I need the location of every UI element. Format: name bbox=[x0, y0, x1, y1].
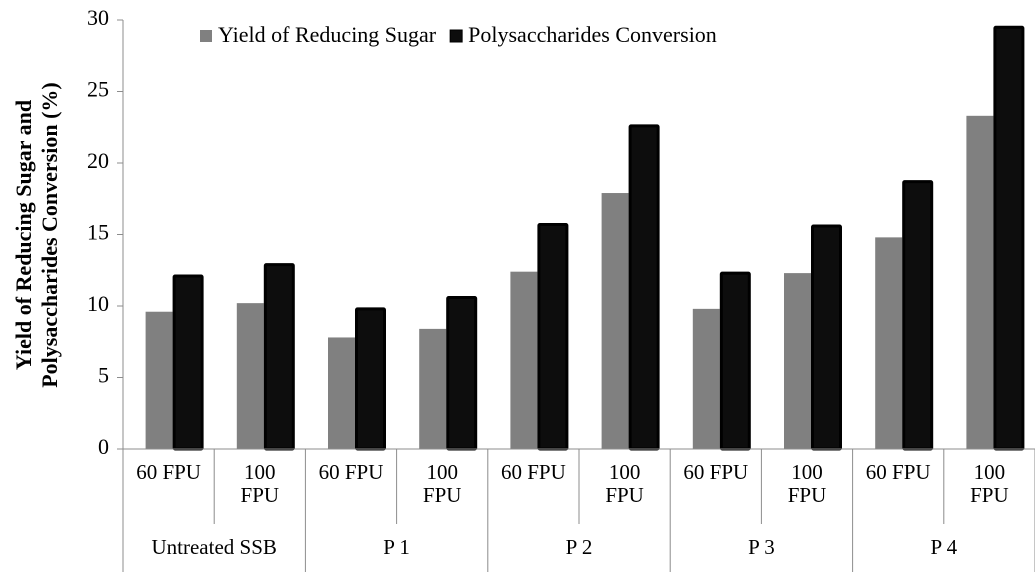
bar bbox=[263, 263, 295, 451]
x-tick-label: 60 FPU bbox=[318, 460, 384, 484]
x-tick-label: 100 FPU bbox=[605, 460, 644, 507]
y-tick-label: 0 bbox=[98, 434, 109, 459]
legend-label: Polysaccharides Conversion bbox=[468, 22, 717, 47]
bar bbox=[328, 337, 355, 449]
y-tick-label: 25 bbox=[87, 77, 109, 102]
bar bbox=[355, 307, 386, 451]
bar bbox=[172, 274, 204, 451]
bar bbox=[875, 237, 903, 449]
bar bbox=[419, 328, 447, 449]
x-tick-label: 100 FPU bbox=[422, 460, 462, 507]
x-tick-label: 60 FPU bbox=[683, 460, 749, 484]
x-tick-label: 60 FPU bbox=[501, 460, 566, 484]
y-tick-label: 20 bbox=[87, 148, 109, 173]
x-tick-label: 60 FPU bbox=[136, 460, 201, 484]
bar bbox=[993, 25, 1025, 451]
legend-swatch bbox=[200, 30, 212, 42]
group-label: P 3 bbox=[748, 535, 775, 559]
bar bbox=[784, 273, 811, 449]
y-axis-title-line: Polysaccharides Conversion (%) bbox=[37, 82, 62, 388]
group-label: P 2 bbox=[565, 535, 593, 559]
bar bbox=[628, 124, 660, 451]
x-tick-label: 100 FPU bbox=[970, 460, 1009, 507]
group-label: Untreated SSB bbox=[151, 535, 277, 559]
legend-swatch bbox=[449, 29, 463, 43]
bar bbox=[811, 224, 842, 451]
bar bbox=[719, 271, 751, 451]
group-label: P 1 bbox=[383, 535, 410, 559]
x-tick-label: 60 FPU bbox=[865, 460, 931, 484]
x-tick-label: 100 FPU bbox=[787, 460, 827, 507]
y-tick-label: 15 bbox=[87, 220, 109, 245]
bar bbox=[446, 295, 478, 451]
bar bbox=[236, 303, 264, 449]
y-tick-label: 30 bbox=[87, 5, 109, 30]
bar bbox=[145, 311, 173, 449]
y-axis-title: Yield of Reducing Sugar and Polysacchari… bbox=[11, 82, 62, 388]
bar bbox=[510, 271, 538, 449]
bar bbox=[692, 308, 720, 449]
bar bbox=[601, 193, 629, 449]
x-tick-label: 100 FPU bbox=[240, 460, 280, 507]
bar bbox=[537, 223, 569, 451]
bar bbox=[966, 115, 994, 449]
bar bbox=[902, 180, 934, 451]
legend-label: Yield of Reducing Sugar bbox=[218, 22, 437, 47]
y-tick-label: 10 bbox=[87, 291, 109, 316]
y-tick-label: 5 bbox=[98, 363, 109, 388]
group-label: P 4 bbox=[930, 535, 958, 559]
y-axis-title-line: Yield of Reducing Sugar and bbox=[11, 100, 36, 370]
